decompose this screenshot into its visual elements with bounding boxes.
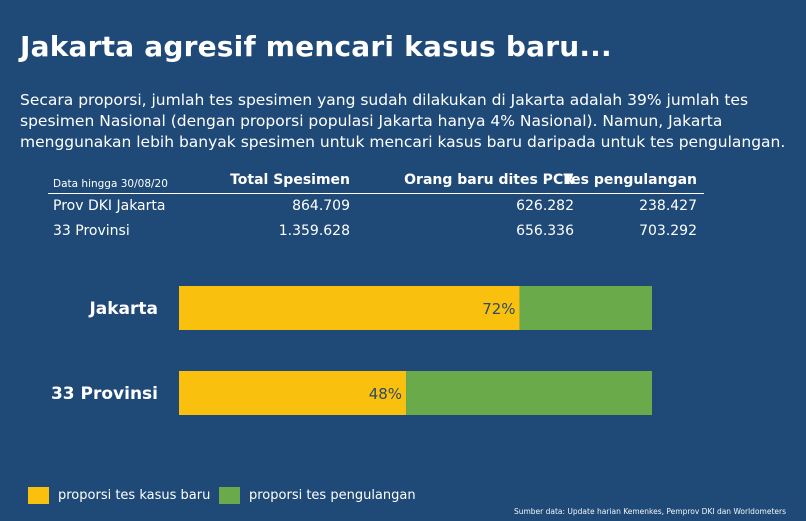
table-header: Data hingga 30/08/20 Total Spesimen Oran… — [48, 171, 704, 194]
category-label: 33 Provinsi — [51, 384, 158, 404]
column-header-tes-pengulangan: Tes pengulangan — [563, 172, 697, 188]
table-row: Prov DKI Jakarta 864.709 626.282 238.427 — [48, 194, 704, 219]
source-note: Sumber data: Update harian Kemenkes, Pem… — [513, 507, 786, 516]
stacked-bar-chart: Jakarta 72% 33 Provinsi 48% — [51, 286, 652, 415]
cell-tes-pengulangan: 703.292 — [639, 223, 697, 239]
cell-orang-baru: 626.282 — [516, 198, 574, 214]
bar-segment-new-case — [179, 371, 407, 415]
page-title: Jakarta agresif mencari kasus baru... — [20, 30, 612, 63]
legend-swatch-repeat — [219, 486, 240, 504]
legend-item-new-case: proporsi tes kasus baru — [28, 486, 210, 504]
cell-total-spesimen: 1.359.628 — [278, 223, 350, 239]
legend-label-new-case: proporsi tes kasus baru — [58, 487, 211, 503]
data-label: 48% — [369, 385, 402, 403]
table-row: 33 Provinsi 1.359.628 656.336 703.292 — [48, 219, 704, 244]
row-label: 33 Provinsi — [53, 223, 130, 239]
legend-item-repeat: proporsi tes pengulangan — [219, 486, 416, 504]
cell-total-spesimen: 864.709 — [292, 198, 350, 214]
column-header-orang-baru: Orang baru dites PCR — [404, 172, 574, 188]
bar-segment-repeat — [406, 371, 652, 415]
data-label: 72% — [482, 300, 515, 318]
row-label: Prov DKI Jakarta — [53, 198, 166, 214]
data-table: Data hingga 30/08/20 Total Spesimen Oran… — [48, 171, 704, 244]
bar-segment-repeat — [519, 286, 652, 330]
category-label: Jakarta — [88, 299, 158, 319]
legend-label-repeat: proporsi tes pengulangan — [249, 487, 416, 503]
description-text: Secara proporsi, jumlah tes spesimen yan… — [20, 91, 786, 151]
cell-tes-pengulangan: 238.427 — [639, 198, 697, 214]
bar-segment-new-case — [179, 286, 520, 330]
table-date-note: Data hingga 30/08/20 — [53, 178, 168, 190]
column-header-total-spesimen: Total Spesimen — [230, 172, 350, 188]
legend-swatch-new-case — [28, 486, 49, 504]
cell-orang-baru: 656.336 — [516, 223, 574, 239]
